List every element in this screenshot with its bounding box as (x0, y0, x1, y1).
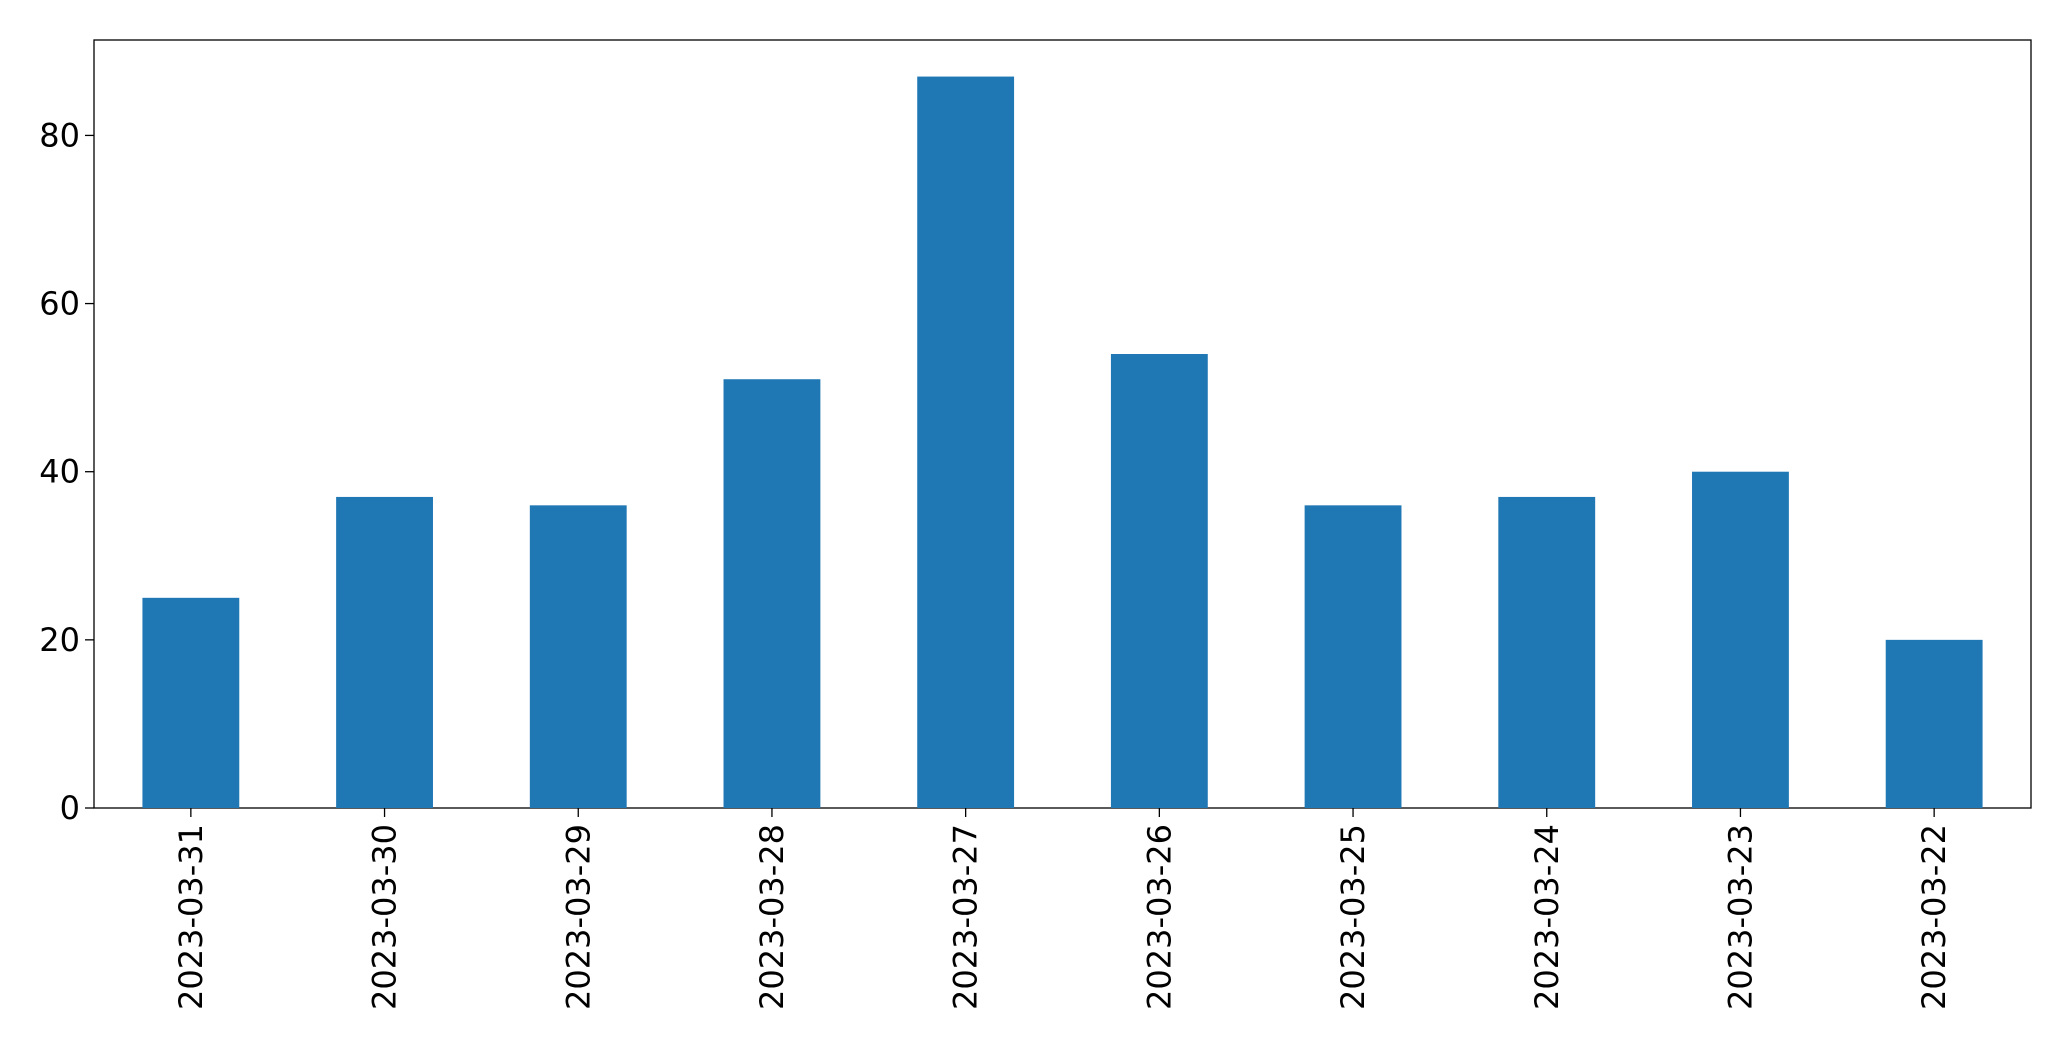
y-tick-label: 80 (39, 116, 80, 154)
bar (1110, 354, 1208, 808)
bar (917, 76, 1015, 809)
bar (142, 597, 240, 808)
bar (1498, 496, 1596, 808)
x-tick-label: 2023-03-27 (947, 824, 985, 1010)
x-tick-label: 2023-03-26 (1140, 824, 1178, 1010)
y-tick-label: 60 (39, 285, 80, 323)
x-tick-label: 2023-03-22 (1915, 824, 1953, 1010)
bar (529, 505, 627, 808)
x-tick-label: 2023-03-24 (1528, 824, 1566, 1010)
x-tick-label: 2023-03-25 (1334, 824, 1372, 1010)
bar (1692, 471, 1789, 808)
bar (1885, 639, 1983, 808)
plot-frame (93, 39, 2032, 809)
x-tick-label: 2023-03-23 (1721, 824, 1759, 1010)
bar (336, 496, 433, 808)
y-tick-label: 40 (39, 453, 80, 491)
bar (1304, 505, 1402, 808)
x-tick-label: 2023-03-29 (559, 824, 597, 1010)
x-tick-label: 2023-03-30 (366, 824, 404, 1010)
y-tick-label: 0 (60, 789, 80, 827)
x-tick-label: 2023-03-28 (753, 824, 791, 1010)
bar (723, 379, 821, 808)
y-tick-label: 20 (39, 621, 80, 659)
x-tick-label: 2023-03-31 (172, 824, 210, 1010)
